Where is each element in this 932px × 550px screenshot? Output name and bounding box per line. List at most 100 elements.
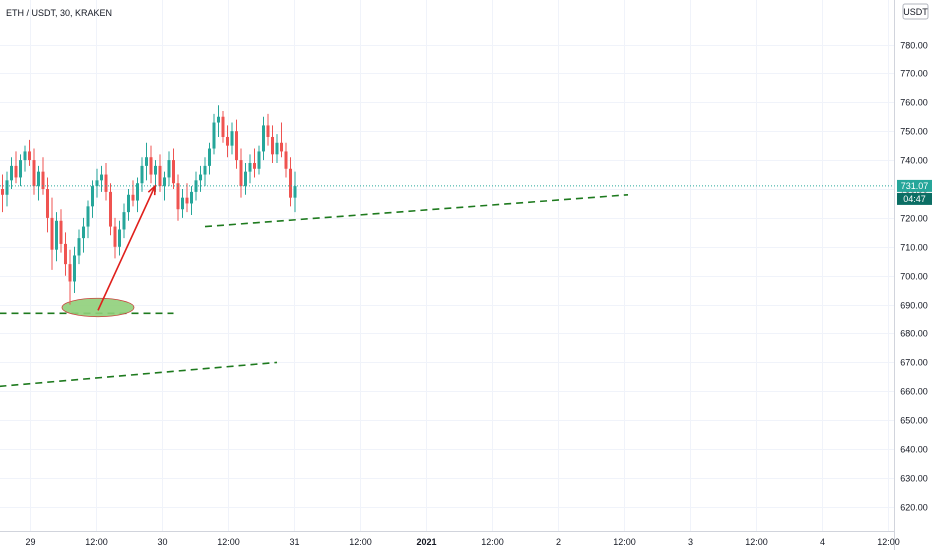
- candle-body: [226, 136, 229, 146]
- candle: [266, 113, 270, 146]
- candle: [257, 145, 261, 175]
- candle: [212, 113, 216, 155]
- candle: [235, 119, 238, 169]
- price-tick-label: 740.00: [900, 156, 928, 166]
- currency-badge[interactable]: USDT: [903, 7, 928, 17]
- candle-body: [217, 116, 220, 123]
- symbol-legend[interactable]: ETH / USDT, 30, KRAKEN: [6, 8, 112, 18]
- price-tick-label: 720.00: [900, 214, 928, 224]
- dashed-trendline[interactable]: [204, 193, 629, 228]
- price-tick-label: 770.00: [900, 69, 928, 79]
- candle-body: [293, 186, 297, 198]
- trend-arrow[interactable]: [97, 185, 156, 311]
- price-tick-label: 760.00: [900, 98, 928, 108]
- candle-body: [109, 191, 112, 227]
- candle-body: [104, 174, 108, 192]
- price-tick-label: 750.00: [900, 127, 928, 137]
- last-price-badge: [897, 179, 932, 192]
- last-price-label: 731.07: [901, 181, 929, 191]
- candle-body: [32, 160, 36, 187]
- time-tick-label: 12:00: [613, 537, 636, 547]
- time-axis[interactable]: 29 12:00 30 12:00 31 12:00 2021 12:00 2 12:00 3 12:…: [0, 531, 900, 548]
- candle-body: [46, 189, 49, 218]
- candle-body: [158, 165, 162, 187]
- drawing-layer[interactable]: [0, 193, 629, 516]
- candle: [68, 249, 72, 305]
- candle: [91, 180, 94, 218]
- candle: [284, 142, 288, 178]
- candle: [100, 165, 103, 192]
- candle-body: [1, 189, 4, 195]
- candle-body: [55, 220, 58, 250]
- candle-body: [239, 160, 243, 187]
- time-tick-label: 12:00: [217, 537, 240, 547]
- candle-body: [145, 157, 148, 166]
- candle: [244, 162, 247, 195]
- candle: [32, 148, 36, 195]
- currency-badge-box[interactable]: [902, 3, 929, 20]
- price-tick-label: 670.00: [900, 358, 928, 368]
- candle-body: [275, 142, 279, 155]
- candle-body: [19, 160, 22, 178]
- candle: [271, 125, 274, 163]
- candle-body: [41, 171, 45, 189]
- candle: [46, 177, 49, 233]
- candle: [145, 142, 148, 181]
- candle-body: [23, 151, 27, 161]
- candle-body: [149, 157, 153, 175]
- candle: [109, 183, 112, 236]
- dashed-trendline[interactable]: [0, 361, 278, 388]
- price-tick-label: 700.00: [900, 272, 928, 282]
- candle: [122, 203, 126, 239]
- candle-body: [248, 162, 252, 172]
- price-tick-label: 690.00: [900, 301, 928, 311]
- candle: [248, 154, 252, 184]
- countdown-badge: [897, 192, 932, 205]
- candle: [253, 148, 256, 178]
- candle-body: [14, 165, 18, 178]
- highlight-ellipse[interactable]: [61, 297, 135, 318]
- candle-body: [266, 125, 270, 137]
- candle: [293, 171, 297, 213]
- candle-body: [163, 177, 166, 187]
- candle: [50, 197, 54, 270]
- candle-body: [253, 162, 256, 169]
- candle-body: [257, 151, 261, 169]
- candle: [230, 122, 234, 155]
- candle: [185, 183, 189, 213]
- price-tick-label: 780.00: [900, 41, 928, 51]
- candle-body: [77, 238, 81, 256]
- candle-body: [95, 180, 99, 187]
- candle-body: [221, 116, 225, 137]
- time-tick-label: 12:00: [877, 537, 900, 547]
- candle: [181, 189, 184, 218]
- candle-body: [82, 226, 85, 239]
- candle-body: [181, 197, 184, 210]
- price-tick-label: 660.00: [900, 387, 928, 397]
- candle: [14, 151, 18, 184]
- time-tick-label: 12:00: [349, 537, 372, 547]
- candle-body: [154, 165, 157, 175]
- time-tick-label: 4: [820, 537, 825, 547]
- candle: [140, 157, 144, 192]
- price-tick-label: 710.00: [900, 243, 928, 253]
- candle-body: [50, 217, 54, 250]
- candle-body: [271, 136, 274, 155]
- candle: [5, 171, 9, 207]
- candle-body: [64, 243, 67, 265]
- candle: [95, 168, 99, 198]
- candle: [221, 110, 225, 143]
- time-tick-label: 31: [289, 537, 299, 547]
- time-tick-label: 30: [157, 537, 167, 547]
- candle-body: [212, 122, 216, 149]
- candle: [217, 105, 220, 137]
- drawing-layer-over[interactable]: [97, 184, 156, 311]
- price-axis[interactable]: 780.00770.00760.00750.00740.00730.00720.…: [894, 0, 932, 550]
- candle-body: [190, 191, 193, 204]
- candle: [289, 157, 292, 207]
- candle: [176, 174, 180, 221]
- chart-grid: [0, 0, 894, 531]
- candle: [59, 209, 63, 253]
- price-tick-label: 620.00: [900, 503, 928, 513]
